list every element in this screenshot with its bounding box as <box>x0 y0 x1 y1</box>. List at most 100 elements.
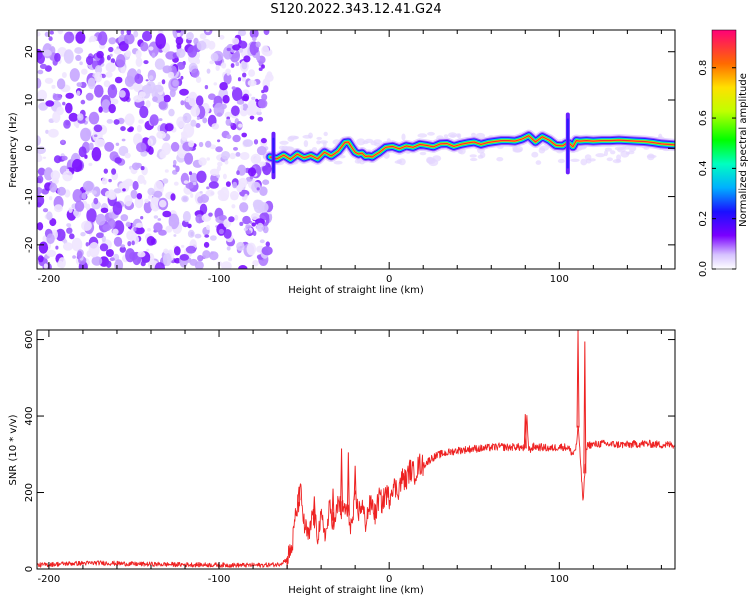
spectrogram-noise-blob <box>49 196 53 201</box>
spectrogram-haze-blob <box>303 140 309 148</box>
spectrogram-noise-blob <box>265 241 270 247</box>
colorbar-ticks: 0.0 0.2 0.4 0.6 0.8 <box>698 60 736 277</box>
spectrogram-noise-blob <box>255 218 265 226</box>
spectrogram-noise-blob <box>46 249 57 257</box>
snr-y-tick-label: 400 <box>24 406 35 425</box>
spectrogram-noise-blob <box>205 30 210 33</box>
spectrogram-noise-blob <box>94 84 104 98</box>
spectrogram-noise-blob <box>121 138 126 142</box>
spectrogram-noise-blob <box>242 215 251 225</box>
spectrogram-noise-blob <box>259 212 270 221</box>
spectrogram-noise-blob <box>239 47 243 53</box>
spectrogram-noise-blob <box>44 31 50 37</box>
spectrogram-noise-blob <box>124 178 134 187</box>
spectrogram-noise-blob <box>135 57 143 67</box>
spectrogram-noise-blob <box>91 190 97 195</box>
spectrogram-noise-blob <box>140 216 144 220</box>
spectrogram-noise-blob <box>63 119 71 129</box>
spectrogram-noise-blob <box>107 218 116 229</box>
spectrogram-noise-blob <box>63 49 74 64</box>
spectrogram-noise-blob <box>135 50 142 59</box>
spectrogram-noise-blob <box>86 250 91 258</box>
spectrogram-noise-blob <box>120 214 129 222</box>
spectrogram-noise-blob <box>46 211 53 221</box>
spectrogram-noise-blob <box>193 37 199 45</box>
spectrogram-noise-blob <box>72 189 83 203</box>
spectrogram-noise-blob <box>158 199 167 208</box>
spectrogram-noise-blob <box>49 218 57 227</box>
spectrogram-noise-blob <box>62 242 74 251</box>
spectrogram-noise-blob <box>61 155 68 161</box>
spectrogram-haze-blob <box>570 158 580 162</box>
spectrogram-noise-blob <box>85 203 91 211</box>
spectrogram-noise-blob <box>221 261 232 269</box>
spectrogram-noise-blob <box>257 116 264 122</box>
spectrogram-noise-blob <box>126 30 132 36</box>
spectrogram-noise-blob <box>115 54 126 68</box>
spectrogram-noise-blob <box>256 146 267 156</box>
spectrogram-noise-blob <box>172 164 177 168</box>
spectrogram-noise-blob <box>118 90 126 98</box>
spectrogram-noise-blob <box>126 230 134 241</box>
spectrogram-noise-blob <box>186 31 194 41</box>
spectrogram-noise-blob <box>93 197 99 205</box>
spectrogram-noise-blob <box>97 31 108 46</box>
spectrogram-noise-blob <box>239 202 249 213</box>
spectrogram-noise-blob <box>246 242 257 256</box>
spectrogram-noise-blob <box>252 36 257 41</box>
spectrogram-noise-blob <box>223 229 232 239</box>
snr-spike <box>576 330 580 428</box>
spectrogram-noise-blob <box>131 162 140 171</box>
snr-spike <box>346 452 350 516</box>
spectrogram-noise-blob <box>113 119 120 125</box>
spectrogram-noise-blob <box>114 157 122 164</box>
spectrogram-noise-blob <box>187 229 195 238</box>
spectrogram-noise-blob <box>58 257 66 269</box>
snr-series-layer <box>37 330 675 569</box>
spectrogram-noise-blob <box>195 58 201 65</box>
spectrogram-noise-blob <box>105 249 114 257</box>
spectrogram-noise-blob <box>256 187 260 191</box>
spectrogram-noise-blob <box>167 71 175 79</box>
spectrogram-noise-blob <box>179 254 190 261</box>
spectrogram-noise-blob <box>259 186 268 196</box>
spectrogram-noise-blob <box>94 138 106 148</box>
spectrogram-noise-blob <box>239 152 250 160</box>
spectrogram-noise-blob <box>113 188 122 194</box>
spectrogram-noise-blob <box>125 222 131 227</box>
spectrogram-noise-blob <box>197 255 204 262</box>
spectrogram-noise-blob <box>72 255 76 259</box>
spectrogram-noise-blob <box>105 62 116 73</box>
spectrogram-noise-blob <box>175 165 180 172</box>
snr-frame <box>36 329 676 570</box>
spectrogram-noise-blob <box>120 244 126 248</box>
spectrogram-noise-blob <box>238 177 248 188</box>
spectrogram-noise-blob <box>256 222 264 232</box>
spectrogram-haze-blob <box>580 158 588 166</box>
spectrogram-noise-blob <box>101 177 108 185</box>
spectrogram-haze-blob <box>319 140 329 144</box>
spectrogram-noise-blob <box>38 102 48 111</box>
colorbar: 0.0 0.2 0.4 0.6 0.8 Normalized spectral ampl… <box>698 29 749 277</box>
spectrogram-haze-blob <box>370 141 378 146</box>
spectrogram-haze-blob <box>469 154 477 158</box>
spectrogram-noise-blob <box>206 186 210 190</box>
spectrogram-noise-blob <box>120 65 126 74</box>
spectrogram-noise-blob <box>98 106 103 113</box>
spectrogram-noise-blob <box>210 251 214 255</box>
spectrogram-noise-blob <box>68 112 79 122</box>
spectrogram-noise-blob <box>261 246 273 256</box>
spectrogram-noise-blob <box>190 105 201 117</box>
spectrogram-noise-blob <box>154 58 165 70</box>
spectrogram-noise-blob <box>219 82 228 91</box>
spectrogram-noise-blob <box>61 72 67 78</box>
spectrogram-noise-blob <box>66 223 72 228</box>
colorbar-gradient <box>711 29 737 270</box>
spectrogram-noise-blob <box>140 166 145 171</box>
spectrogram-noise-blob <box>243 55 251 63</box>
spectrogram-noise-blob <box>232 181 238 189</box>
spectrogram-noise-blob <box>182 112 192 124</box>
spectrogram-noise-blob <box>226 246 231 251</box>
spectrogram-x-tick-label: -200 <box>38 274 61 285</box>
spectrogram-noise-blob <box>189 258 198 266</box>
